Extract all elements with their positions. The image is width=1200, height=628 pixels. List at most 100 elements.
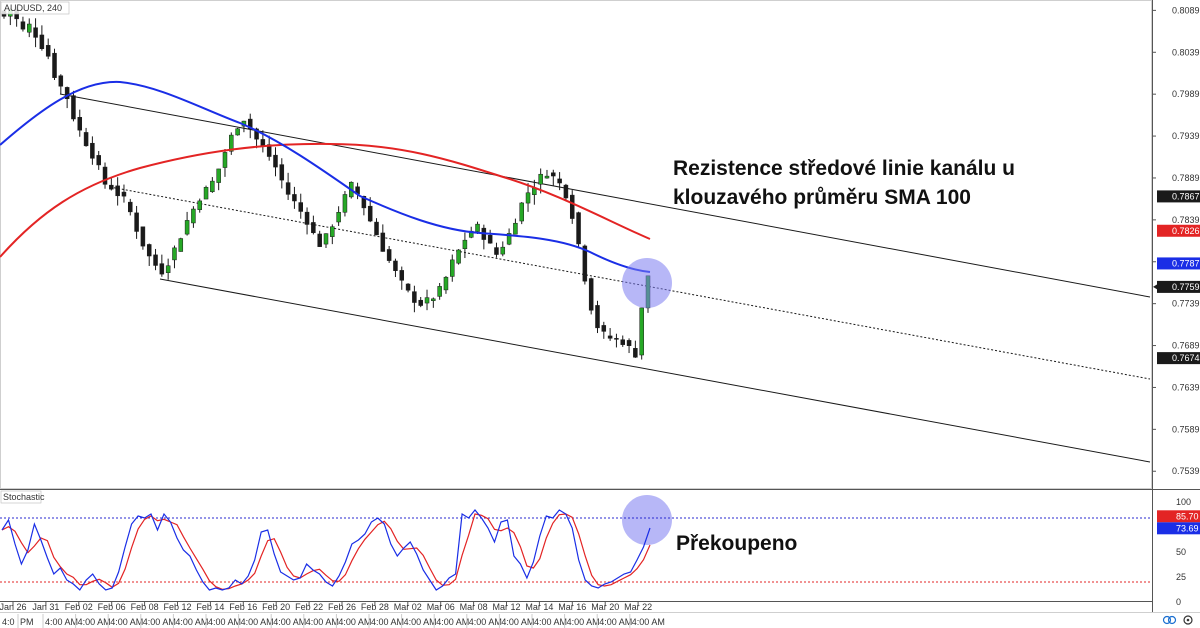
price-badge: [1157, 190, 1200, 203]
stochastic-badge-label: 85.70: [1176, 511, 1199, 521]
time-tick-label: Feb 06: [98, 602, 126, 612]
annotation-overbought: Překoupeno: [676, 532, 797, 555]
time-tick-label: Jan 31: [32, 602, 59, 612]
stochastic-tick-label: 100: [1176, 497, 1191, 507]
candle-body: [393, 260, 398, 271]
session-time-label: 4:00 AM: [208, 617, 241, 627]
price-tick-label: 0.7689: [1172, 341, 1200, 351]
stochastic-tick-label: 0: [1176, 597, 1181, 607]
candle-body: [361, 196, 367, 209]
stochastic-title-box: [0, 490, 42, 504]
candle-body: [153, 254, 158, 266]
time-tick-label: Mar 12: [492, 602, 520, 612]
candle-body: [96, 155, 101, 166]
candle-body: [254, 128, 259, 140]
time-tick-label: Feb 26: [328, 602, 356, 612]
candle-body: [285, 182, 291, 195]
candle-body: [311, 222, 316, 234]
candle-body: [487, 234, 493, 244]
candle-body: [222, 152, 228, 168]
candle-body: [178, 238, 184, 252]
candle-body: [216, 168, 221, 183]
candle-body: [298, 202, 303, 212]
session-time-label: 4:00 AM: [404, 617, 437, 627]
price-badge-label: 0.7867: [1172, 191, 1200, 201]
session-time-label: 4:00 AM: [273, 617, 306, 627]
time-tick-label: Mar 02: [394, 602, 422, 612]
candle-body: [607, 335, 613, 339]
candle-body: [525, 192, 531, 204]
candle-body: [210, 180, 215, 193]
session-time-label: 4:00 AM: [241, 617, 274, 627]
candle-body: [620, 339, 625, 345]
symbol-label: AUDUSD, 240: [4, 3, 62, 13]
candle-body: [83, 132, 89, 147]
time-tick-label: Feb 16: [229, 602, 257, 612]
candle-body: [247, 118, 253, 130]
candle-body: [431, 298, 436, 301]
session-time-label: 4:0: [2, 617, 15, 627]
price-badge-label: 0.7674: [1172, 353, 1200, 363]
price-tick-label: 0.7839: [1172, 215, 1200, 225]
stochastic-k-line: [1, 509, 651, 591]
candle-body: [576, 212, 581, 245]
annotation-resistance-line2: klouzavého průměru SMA 100: [673, 186, 971, 209]
candle-body: [424, 297, 430, 304]
candle-body: [462, 239, 468, 249]
candle-body: [506, 233, 512, 245]
session-time-label: PM: [20, 617, 34, 627]
time-tick-label: Mar 14: [525, 602, 553, 612]
candle-body: [386, 249, 392, 261]
candle-body: [71, 95, 76, 120]
candle-body: [115, 185, 120, 197]
candle-body: [456, 249, 461, 264]
session-time-label: 4:00 AM: [78, 617, 111, 627]
price-tick-label: 0.8039: [1172, 47, 1200, 57]
sma-200-line: [0, 142, 651, 258]
annotation-resistance-line1: Rezistence středové linie kanálu u: [673, 157, 1015, 180]
candle-body: [184, 220, 190, 235]
stochastic-tick-label: 50: [1176, 547, 1186, 557]
candle-body: [159, 263, 165, 275]
price-tick-label: 0.7539: [1172, 466, 1200, 476]
stochastic-badge: [1157, 522, 1200, 535]
price-marker-arrow: [1153, 283, 1158, 290]
price-axis: 0.8089 0.8039 0.7989 0.7939 0.7889 0.7839 0.77…: [1152, 5, 1200, 476]
candle-body: [633, 348, 638, 358]
highlight-circle-price: [622, 258, 672, 308]
time-tick-label: Feb 02: [65, 602, 93, 612]
time-tick-label: Feb 20: [262, 602, 290, 612]
candle-body: [494, 247, 499, 255]
candle-body: [260, 139, 266, 146]
candle-body: [569, 194, 575, 219]
time-tick-label: Feb 28: [361, 602, 389, 612]
candle-body: [128, 201, 133, 213]
candle-body: [588, 278, 594, 311]
candle-body: [64, 87, 70, 100]
candle-body: [33, 27, 38, 38]
symbol-label-box: [0, 1, 70, 15]
candle-body: [266, 144, 272, 157]
time-axis: Jan 26 Jan 31 Feb 02 Feb 06 Feb 08 Feb 12 Feb …: [0, 602, 665, 628]
candle-body: [165, 265, 171, 273]
candle-body: [475, 223, 480, 232]
session-time-label: 4:00 AM: [110, 617, 143, 627]
link-icon[interactable]: [1162, 615, 1177, 625]
candle-body: [317, 233, 322, 247]
candle-body: [342, 194, 348, 213]
candle-body: [330, 226, 335, 237]
candle-body: [235, 128, 240, 136]
price-tick-label: 0.7939: [1172, 131, 1200, 141]
time-tick-label: Mar 08: [460, 602, 488, 612]
candle-body: [292, 194, 297, 202]
settings-icon[interactable]: [1183, 615, 1193, 625]
candle-body: [102, 166, 108, 185]
candle-body: [538, 173, 543, 185]
candle-body: [405, 283, 411, 291]
price-badges: 0.7867 0.7826 0.7787 0.7759 0.7674: [1153, 190, 1200, 365]
price-tick-label: 0.7589: [1172, 424, 1200, 434]
candle-body: [367, 205, 373, 222]
stochastic-d-line: [1, 513, 651, 590]
